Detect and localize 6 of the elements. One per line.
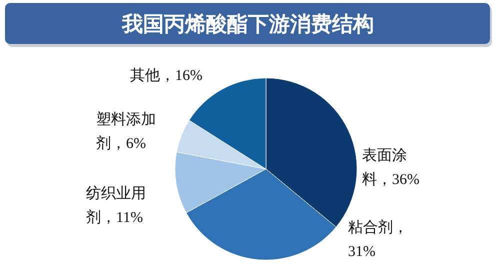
slice-label: 塑料添加剂，6% xyxy=(96,111,156,152)
slice-label: 表面涂料，36% xyxy=(362,147,420,188)
slice-label: 纺织业用剂，11% xyxy=(86,185,146,226)
slice-label: 其他，16% xyxy=(130,67,202,84)
slice-label: 粘合剂，31% xyxy=(348,219,408,260)
chart-title: 我国丙烯酸酯下游消费结构 xyxy=(121,12,374,36)
